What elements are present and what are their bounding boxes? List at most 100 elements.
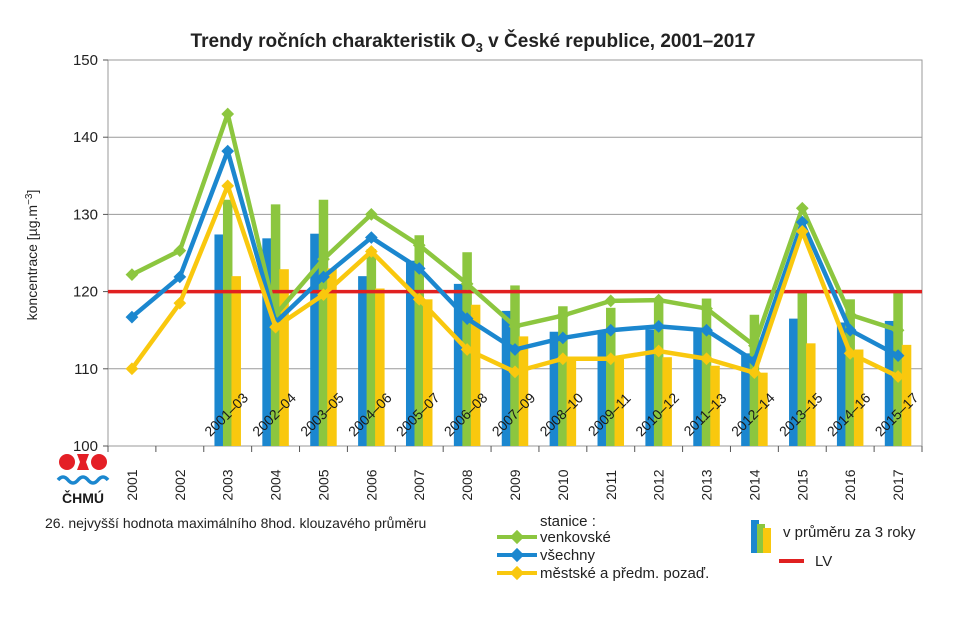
x-tick-label-2017: 2017 (890, 469, 906, 500)
legend-limit-label: LV (815, 553, 832, 570)
point-venkovske-2003 (221, 107, 235, 121)
bar-2009-mestske (518, 336, 529, 446)
y-tick-label: 150 (73, 52, 98, 69)
x-tick-label-2004: 2004 (268, 469, 284, 500)
point-mestske-2007 (412, 292, 426, 306)
bar-2014-venkovske (749, 314, 760, 446)
bar-2008-mestske (470, 304, 481, 446)
bar-2013-venkovske (701, 298, 712, 446)
bar-2015-vsechny (789, 318, 799, 446)
legend-stations-title: stanice : (540, 513, 596, 530)
point-mestske-2004 (269, 320, 282, 334)
point-venkovske-2001 (125, 268, 139, 281)
bar-2003-venkovske (222, 199, 233, 446)
legend-item-vsechny: všechny (497, 547, 596, 564)
bar-2014-vsechny (741, 353, 751, 446)
point-venkovske-2007 (412, 238, 426, 252)
x-tick-label-2005: 2005 (315, 469, 331, 500)
bar-2005-venkovske (318, 199, 329, 446)
point-vsechny-2008 (460, 312, 474, 325)
x-tick-label-2012: 2012 (651, 469, 667, 500)
bar-2004-mestske (279, 269, 289, 446)
x-tick-label-2015: 2015 (794, 469, 810, 500)
bar-2010-vsechny (549, 331, 560, 446)
point-venkovske-2005 (317, 252, 330, 266)
x-tick-label-2006: 2006 (363, 469, 379, 500)
y-axis-label-sup: −3 (24, 193, 35, 205)
point-venkovske-2002 (173, 244, 187, 258)
point-vsechny-2003 (221, 144, 235, 158)
bar-2011-venkovske (606, 307, 616, 446)
point-venkovske-2011 (604, 294, 618, 308)
legend-bar-green (757, 524, 765, 553)
point-vsechny-2005 (317, 270, 330, 284)
x-tick-label-2003: 2003 (220, 469, 236, 500)
point-vsechny-2002 (173, 270, 187, 284)
bar-2017-mestske (901, 344, 912, 446)
point-mestske-2002 (173, 296, 187, 310)
legend-item-venkovske: venkovské (497, 529, 611, 546)
y-tick-label: 100 (73, 438, 98, 455)
point-mestske-2001 (125, 362, 139, 376)
point-mestske-2008 (460, 343, 474, 356)
logo-center-shape (77, 454, 89, 470)
bar-2016-vsechny (836, 322, 847, 446)
bar-2008-vsechny (453, 283, 464, 446)
bar-2006-venkovske (366, 249, 377, 446)
legend-stations: stanice : venkovské všechny městské a př… (497, 513, 709, 582)
chmu-logo: ČHMÚ (56, 454, 110, 506)
legend-marker-venkovske (509, 529, 525, 545)
bar-2006-vsechny (358, 276, 368, 446)
legend-label-mestske: městské a předm. pozaď. (540, 565, 709, 582)
point-vsechny-2006 (364, 231, 378, 244)
x-tick-label-2010: 2010 (555, 469, 571, 500)
bar-2007-venkovske (414, 235, 424, 446)
x-tick-label-2001: 2001 (124, 469, 140, 500)
x-tick-label-2011: 2011 (603, 470, 619, 500)
point-venkovske-2006 (364, 208, 378, 221)
bar-2015-mestske (806, 343, 816, 446)
chart-title: Trendy ročních charakteristik O3 v České… (191, 30, 756, 55)
chart-note: 26. nejvyšší hodnota maximálního 8hod. k… (45, 515, 426, 531)
legend-limit: LV (779, 553, 832, 570)
bar-2003-mestske (231, 276, 241, 446)
legend-bars: v průměru za 3 roky (751, 520, 916, 553)
point-mestske-2003 (221, 179, 235, 193)
logo-circle-right (91, 454, 107, 470)
legend-bar-blue (751, 520, 759, 553)
chart-title-subscript: 3 (476, 40, 483, 55)
bar-2015-venkovske (797, 291, 808, 446)
bar-2003-vsechny (214, 234, 224, 446)
bar-2009-vsechny (501, 310, 512, 446)
chart-title-rest: v České republice, 2001–2017 (483, 30, 756, 52)
bar-2014-mestske (758, 372, 768, 446)
bar-2007-vsechny (405, 260, 416, 446)
point-venkovske-2008 (460, 277, 474, 291)
bar-2005-vsechny (310, 233, 320, 446)
x-tick-label-2013: 2013 (699, 469, 715, 500)
x-tick-label-2016: 2016 (842, 469, 858, 500)
legend-bars-label: v průměru za 3 roky (783, 524, 916, 541)
y-axis-label-end: ] (24, 190, 40, 194)
y-tick-label: 130 (73, 206, 98, 223)
legend-label-venkovske: venkovské (540, 529, 611, 546)
point-vsechny-2007 (412, 262, 426, 275)
bar-2017-venkovske (893, 291, 903, 446)
x-tick-label-2002: 2002 (172, 469, 188, 500)
bar-2012-vsechny (645, 329, 655, 446)
y-tick-label: 120 (73, 284, 98, 301)
logo-text: ČHMÚ (62, 489, 104, 506)
point-vsechny-2001 (125, 310, 139, 324)
bar-2005-mestske (327, 268, 337, 446)
legend-label-vsechny: všechny (540, 547, 596, 564)
legend-marker-vsechny (509, 547, 525, 563)
legend-item-mestske: městské a předm. pozaď. (497, 565, 709, 582)
legend-bar-yellow (763, 528, 771, 553)
bar-2010-mestske (566, 357, 577, 446)
point-mestske-2006 (364, 245, 378, 258)
bar-2012-venkovske (653, 299, 664, 446)
bar-2010-venkovske (558, 306, 568, 446)
x-tick-label-2014: 2014 (746, 469, 762, 500)
x-tick-label-2007: 2007 (411, 469, 427, 500)
